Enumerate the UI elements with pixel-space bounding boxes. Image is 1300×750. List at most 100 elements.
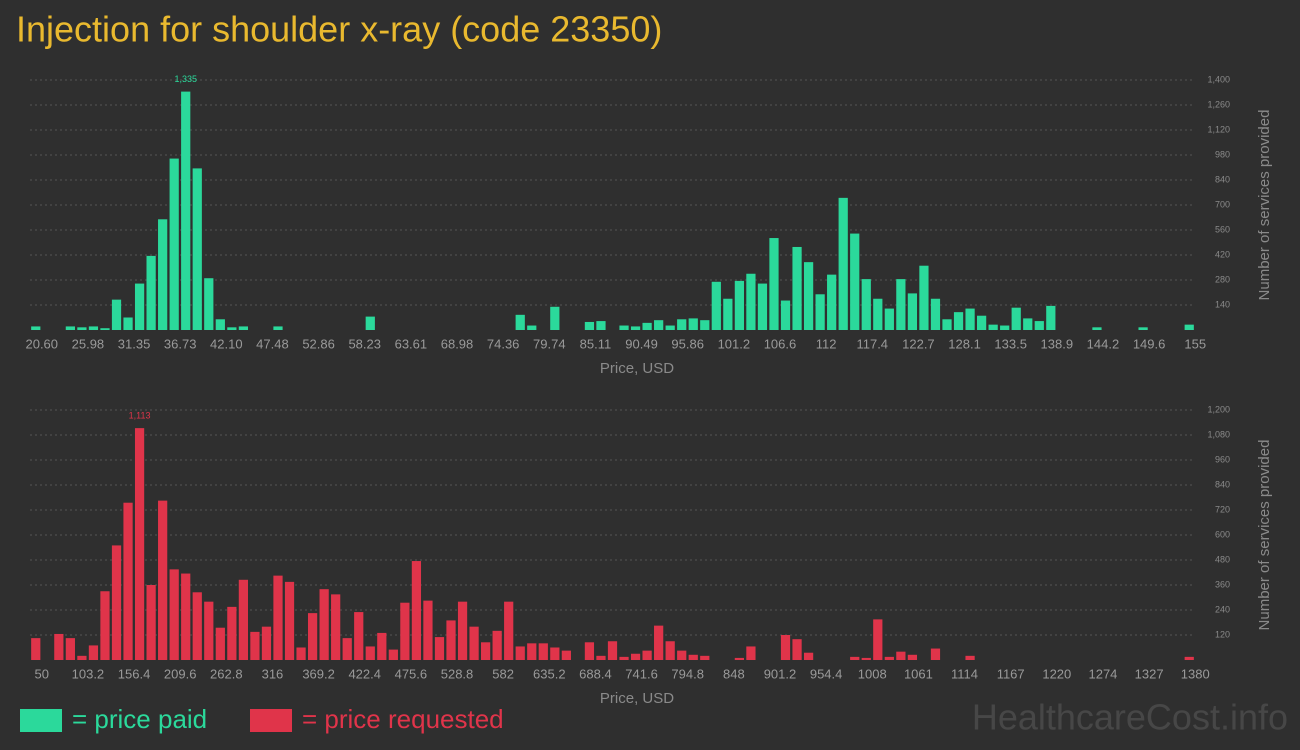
x-tick-label: 58.23 xyxy=(348,336,381,351)
x-tick-label: 95.86 xyxy=(671,336,704,351)
bar xyxy=(469,626,479,660)
x-tick-label: 133.5 xyxy=(994,336,1027,351)
x-tick-label: 144.2 xyxy=(1087,336,1120,351)
bar xyxy=(596,321,606,330)
bar xyxy=(134,283,145,330)
bar xyxy=(988,324,998,330)
x-tick-label: 954.4 xyxy=(810,666,843,681)
bar xyxy=(619,325,629,330)
bar xyxy=(181,91,191,330)
bar xyxy=(238,579,249,660)
bar xyxy=(411,561,422,660)
x-tick-label: 528.8 xyxy=(441,666,474,681)
bar xyxy=(700,320,710,330)
bar xyxy=(907,654,918,660)
bar xyxy=(688,654,698,660)
bar xyxy=(550,306,560,330)
bar xyxy=(146,255,156,330)
bar xyxy=(1023,318,1033,330)
x-tick-label: 209.6 xyxy=(164,666,197,681)
x-tick-label: 848 xyxy=(723,666,745,681)
bar xyxy=(192,168,202,330)
bar xyxy=(780,300,791,330)
bar xyxy=(88,645,99,660)
bar xyxy=(907,293,918,330)
x-tick-label: 138.9 xyxy=(1041,336,1074,351)
y-tick-label: 1,080 xyxy=(1207,429,1230,439)
x-tick-label: 149.6 xyxy=(1133,336,1166,351)
bar xyxy=(665,641,675,660)
bar xyxy=(861,657,871,660)
bar xyxy=(158,500,168,660)
bar xyxy=(884,656,894,660)
bar xyxy=(77,327,87,330)
bar xyxy=(342,638,352,660)
y-tick-label: 600 xyxy=(1215,529,1230,539)
bar xyxy=(642,322,652,330)
bar xyxy=(596,655,606,660)
bar xyxy=(873,298,883,330)
y-tick-label: 420 xyxy=(1215,249,1230,259)
x-tick-label: 156.4 xyxy=(118,666,151,681)
bar xyxy=(77,655,87,660)
bar xyxy=(838,197,848,330)
bar xyxy=(930,298,941,330)
bar xyxy=(896,651,906,660)
bar xyxy=(88,326,99,330)
y-tick-label: 280 xyxy=(1215,274,1230,284)
bar xyxy=(515,646,525,660)
y-tick-label: 560 xyxy=(1215,224,1230,234)
value-label: 1,335 xyxy=(174,74,197,84)
bar xyxy=(769,238,779,330)
bar xyxy=(1046,305,1056,330)
bar xyxy=(377,632,387,660)
bar xyxy=(215,319,225,330)
bar xyxy=(192,592,202,660)
x-tick-label: 741.6 xyxy=(625,666,658,681)
y-tick-label: 1,260 xyxy=(1207,99,1230,109)
bar xyxy=(757,283,768,330)
bar xyxy=(538,643,548,660)
bar xyxy=(365,316,375,330)
x-tick-label: 68.98 xyxy=(441,336,474,351)
x-tick-label: 20.60 xyxy=(25,336,58,351)
bar xyxy=(31,326,41,330)
bar xyxy=(942,319,952,330)
bar xyxy=(815,294,825,330)
bar xyxy=(123,502,133,660)
bar xyxy=(204,278,214,330)
bar xyxy=(457,601,468,660)
y-tick-label: 840 xyxy=(1215,479,1230,489)
bar xyxy=(100,591,110,660)
bar xyxy=(654,625,664,660)
bar xyxy=(227,327,237,330)
bar xyxy=(65,326,75,330)
bar xyxy=(561,650,571,660)
x-tick-label: 475.6 xyxy=(395,666,428,681)
bar xyxy=(388,649,398,660)
bar xyxy=(296,647,306,660)
bar xyxy=(527,325,537,330)
x-tick-label: 1008 xyxy=(858,666,887,681)
x-axis-title: Price, USD xyxy=(600,690,674,707)
bar xyxy=(619,656,629,660)
bar xyxy=(654,320,664,330)
bar xyxy=(527,643,537,660)
bar xyxy=(319,589,329,660)
y-tick-label: 1,200 xyxy=(1207,404,1230,414)
bar xyxy=(746,273,756,330)
bar xyxy=(261,626,272,660)
x-tick-label: 1274 xyxy=(1088,666,1117,681)
bar xyxy=(792,639,802,660)
bar xyxy=(111,545,122,660)
bar xyxy=(481,642,491,660)
bar xyxy=(792,246,802,330)
x-tick-label: 155 xyxy=(1184,336,1206,351)
x-tick-label: 122.7 xyxy=(902,336,935,351)
bar xyxy=(965,308,975,330)
bar xyxy=(146,585,156,660)
value-label: 1,113 xyxy=(129,411,151,421)
bar xyxy=(204,601,214,660)
